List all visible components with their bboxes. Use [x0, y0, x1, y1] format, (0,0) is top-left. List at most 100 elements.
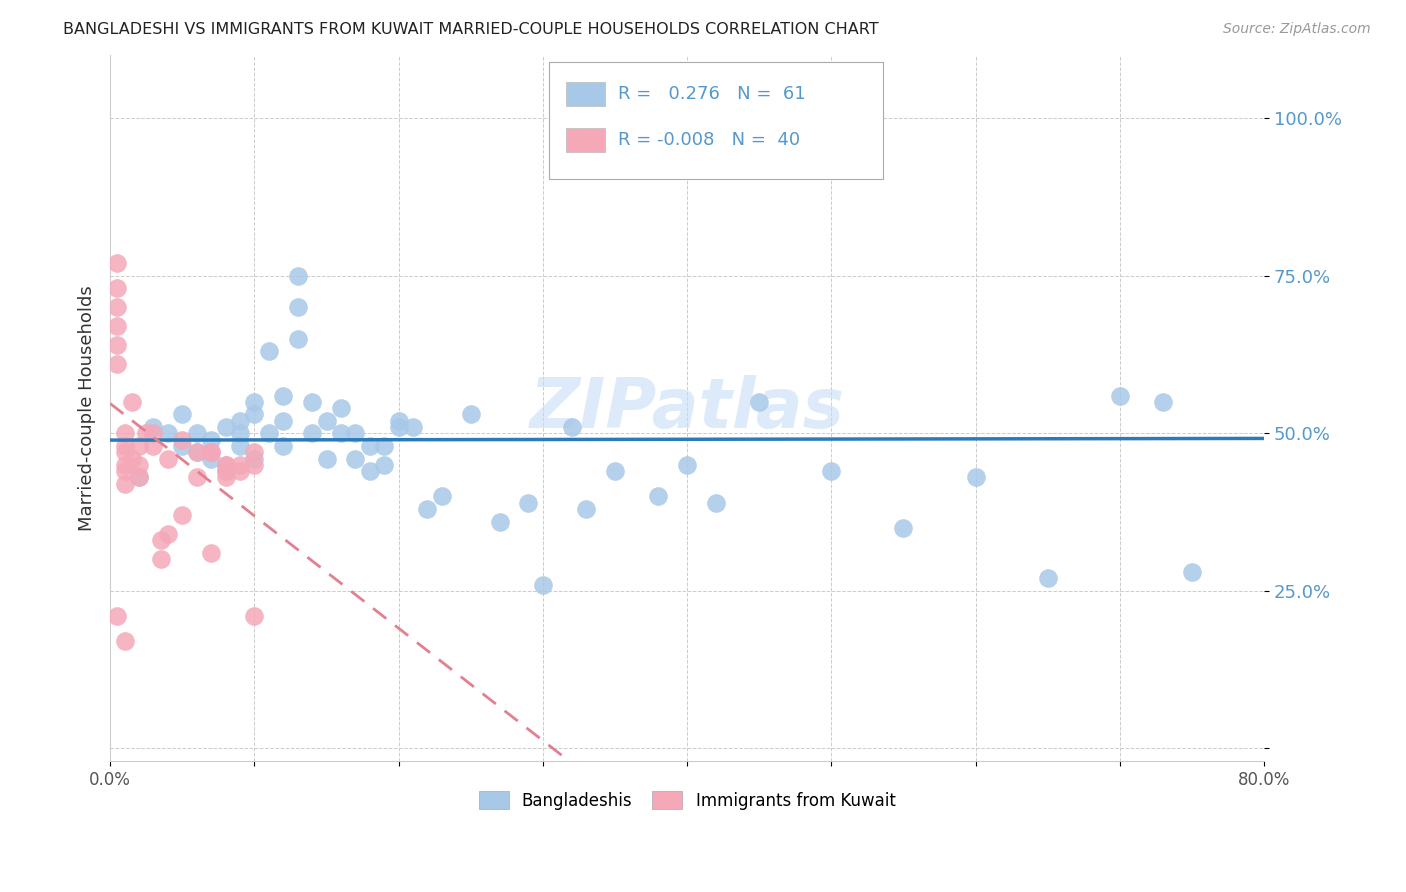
Point — [1036, 571, 1059, 585]
Text: ZIPatlas: ZIPatlas — [530, 375, 845, 442]
Point — [575, 502, 598, 516]
Point — [128, 470, 150, 484]
Point — [186, 445, 208, 459]
Point — [172, 439, 194, 453]
Text: Source: ZipAtlas.com: Source: ZipAtlas.com — [1223, 22, 1371, 37]
Point — [531, 577, 554, 591]
Point — [200, 445, 222, 459]
Point — [430, 489, 453, 503]
Point — [128, 439, 150, 453]
Point — [647, 489, 669, 503]
Point — [229, 464, 252, 478]
Point — [488, 515, 510, 529]
Point — [460, 408, 482, 422]
Point — [114, 445, 136, 459]
Point — [1181, 565, 1204, 579]
Point — [243, 394, 266, 409]
Point — [214, 458, 236, 472]
Point — [1108, 388, 1130, 402]
Point — [142, 439, 165, 453]
Point — [893, 521, 915, 535]
Point — [344, 426, 367, 441]
Point — [603, 464, 626, 478]
Point — [315, 451, 337, 466]
Point — [1152, 394, 1174, 409]
Point — [186, 445, 208, 459]
Point — [214, 464, 236, 478]
Point — [402, 420, 425, 434]
Point — [114, 634, 136, 648]
Point — [156, 451, 179, 466]
Point — [561, 420, 583, 434]
Point — [114, 439, 136, 453]
Point — [128, 458, 150, 472]
FancyBboxPatch shape — [567, 82, 605, 106]
Point — [287, 300, 309, 314]
Point — [105, 609, 128, 624]
Point — [965, 470, 987, 484]
Point — [257, 426, 280, 441]
Point — [114, 464, 136, 478]
Point — [149, 533, 172, 548]
Point — [359, 464, 381, 478]
Point — [200, 445, 222, 459]
Point — [200, 433, 222, 447]
FancyBboxPatch shape — [567, 128, 605, 152]
Point — [186, 470, 208, 484]
Point — [820, 464, 842, 478]
Point — [243, 408, 266, 422]
Point — [114, 476, 136, 491]
Point — [105, 357, 128, 371]
Point — [142, 426, 165, 441]
Point — [704, 496, 727, 510]
Point — [243, 451, 266, 466]
Point — [271, 439, 294, 453]
Point — [271, 414, 294, 428]
Point — [388, 414, 411, 428]
Point — [200, 451, 222, 466]
Point — [229, 458, 252, 472]
Point — [114, 458, 136, 472]
Point — [329, 401, 352, 416]
Text: R =   0.276   N =  61: R = 0.276 N = 61 — [617, 85, 806, 103]
Point — [142, 420, 165, 434]
Point — [271, 388, 294, 402]
Point — [214, 470, 236, 484]
Point — [186, 426, 208, 441]
Point — [344, 451, 367, 466]
Point — [359, 439, 381, 453]
Point — [748, 394, 770, 409]
Point — [301, 426, 323, 441]
Point — [121, 451, 143, 466]
Text: BANGLADESHI VS IMMIGRANTS FROM KUWAIT MARRIED-COUPLE HOUSEHOLDS CORRELATION CHAR: BANGLADESHI VS IMMIGRANTS FROM KUWAIT MA… — [63, 22, 879, 37]
Point — [257, 344, 280, 359]
Point — [229, 439, 252, 453]
Point — [105, 256, 128, 270]
Point — [200, 546, 222, 560]
Point — [172, 408, 194, 422]
Point — [243, 458, 266, 472]
Point — [128, 470, 150, 484]
Point — [416, 502, 439, 516]
Point — [105, 338, 128, 352]
Point — [315, 414, 337, 428]
Point — [105, 319, 128, 334]
Point — [287, 332, 309, 346]
Point — [373, 458, 395, 472]
Point — [105, 300, 128, 314]
Y-axis label: Married-couple Households: Married-couple Households — [79, 285, 96, 531]
Point — [243, 445, 266, 459]
Point — [388, 420, 411, 434]
Point — [156, 527, 179, 541]
Legend: Bangladeshis, Immigrants from Kuwait: Bangladeshis, Immigrants from Kuwait — [472, 785, 903, 816]
Point — [243, 609, 266, 624]
Point — [301, 394, 323, 409]
Text: R = -0.008   N =  40: R = -0.008 N = 40 — [617, 131, 800, 149]
Point — [105, 281, 128, 295]
Point — [517, 496, 540, 510]
Point — [229, 426, 252, 441]
Point — [287, 268, 309, 283]
Point — [121, 394, 143, 409]
Point — [135, 426, 157, 441]
Point — [172, 508, 194, 523]
